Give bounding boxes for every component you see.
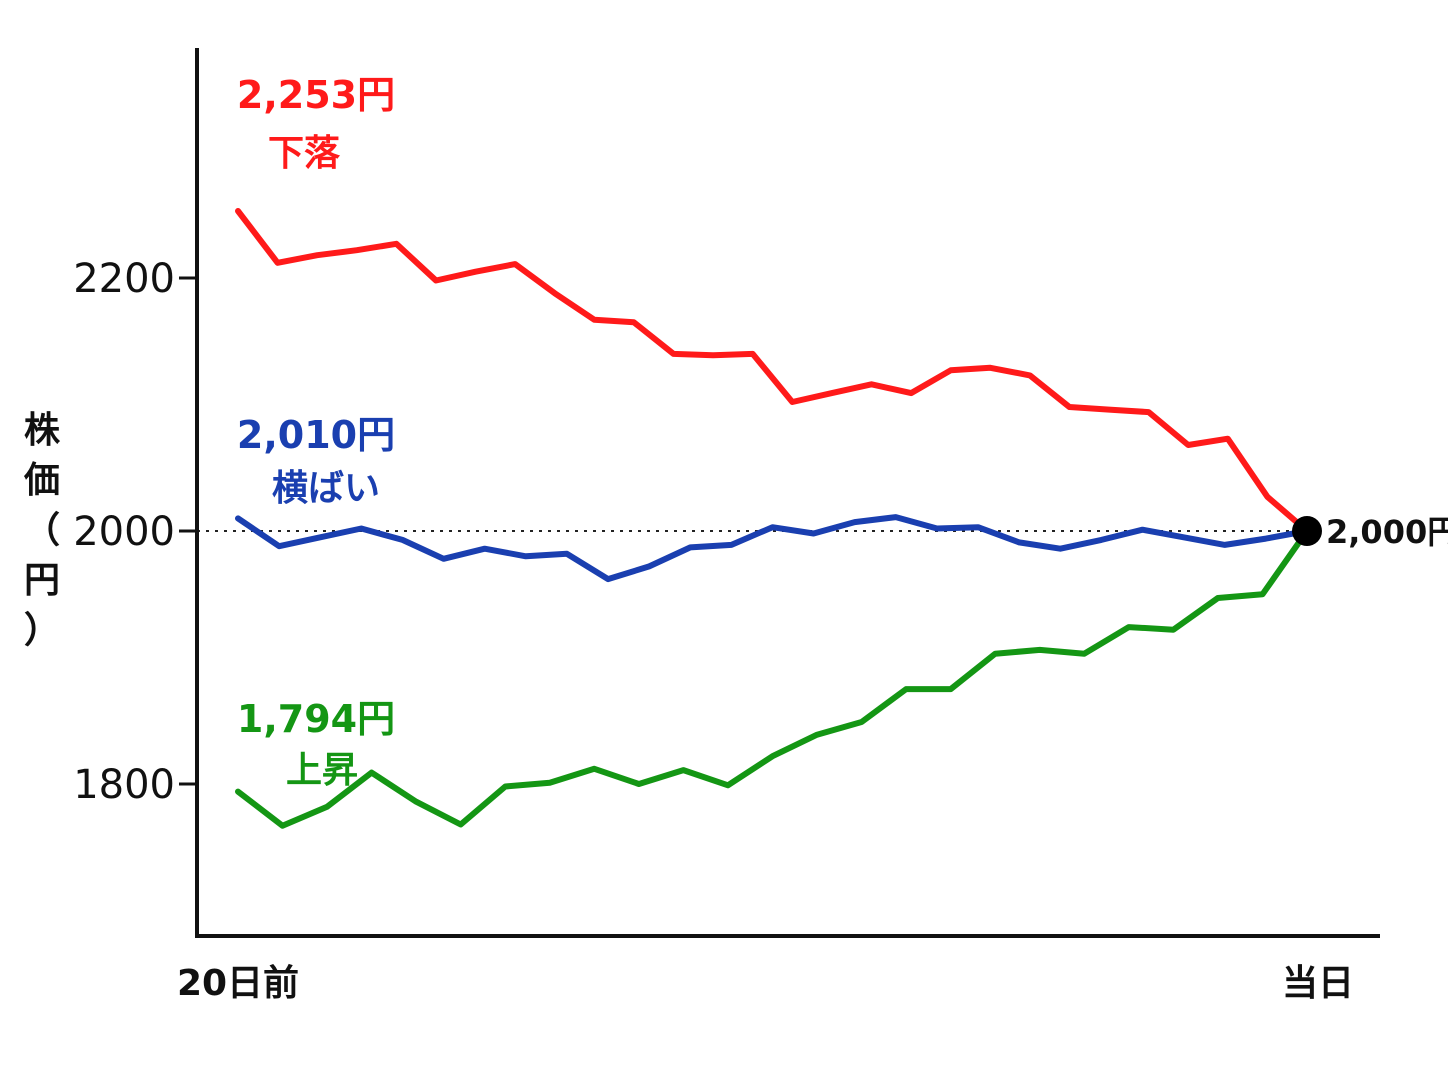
y-tick-label-1800: 1800 [73,762,175,808]
series-name-label-2: 上昇 [286,750,358,791]
series-value-label-2: 1,794円 [237,697,395,741]
series-value-label-1: 2,010円 [237,413,395,457]
series-value-label-0: 2,253円 [237,73,395,117]
series-line-1 [235,514,1310,583]
x-tick-label-start: 20日前 [177,963,299,1004]
end-point-label: 2,000円 [1326,513,1448,551]
y-tick-label-2000: 2000 [73,509,175,555]
series-line-0 [235,208,1310,534]
series-line-2 [235,528,1310,829]
end-point-marker [1292,516,1322,546]
y-axis-label: 株価（円） [23,410,61,651]
series-name-label-1: 横ばい [272,468,380,509]
y-tick-label-2200: 2200 [73,256,175,302]
series-name-label-0: 下落 [268,133,341,174]
x-tick-label-end: 当日 [1282,963,1354,1004]
